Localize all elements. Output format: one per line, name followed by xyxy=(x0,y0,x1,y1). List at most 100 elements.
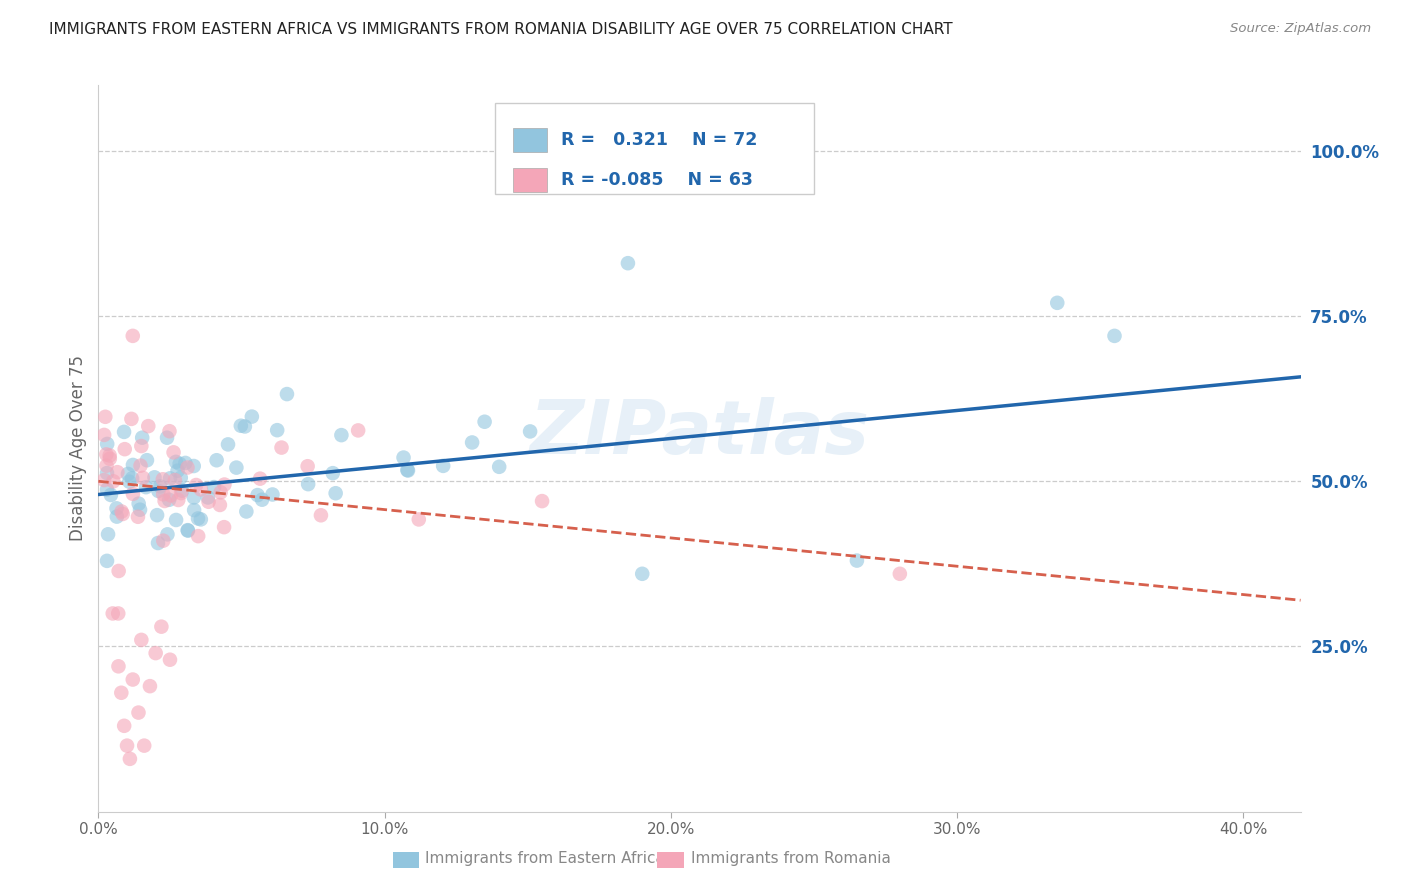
Point xyxy=(105,509,128,524)
Point xyxy=(118,475,141,489)
Point xyxy=(396,463,419,477)
Point xyxy=(162,445,184,459)
Point xyxy=(145,646,167,660)
Point xyxy=(111,507,134,521)
Point xyxy=(233,419,256,434)
Point xyxy=(97,527,120,541)
Y-axis label: Disability Age Over 75: Disability Age Over 75 xyxy=(69,355,87,541)
Point xyxy=(160,488,183,502)
Bar xyxy=(513,128,547,152)
Point xyxy=(330,428,353,442)
Point xyxy=(166,464,188,478)
Point xyxy=(149,479,172,493)
Point xyxy=(250,492,273,507)
Point xyxy=(461,435,484,450)
Point xyxy=(845,553,868,567)
Point xyxy=(115,739,138,753)
Point xyxy=(112,425,135,439)
Point xyxy=(114,442,136,457)
Point xyxy=(110,686,132,700)
Point xyxy=(325,486,347,500)
Point xyxy=(170,471,193,485)
Point xyxy=(163,473,186,487)
Point xyxy=(110,504,132,518)
Point xyxy=(408,512,430,526)
Point xyxy=(167,493,190,508)
Point xyxy=(121,673,143,687)
Point xyxy=(246,488,269,502)
Point xyxy=(146,536,169,550)
Point xyxy=(120,412,142,426)
Point xyxy=(187,529,209,543)
Point xyxy=(159,653,181,667)
Point xyxy=(488,459,510,474)
Point xyxy=(152,533,174,548)
Point xyxy=(101,607,124,621)
Text: ZIPatlas: ZIPatlas xyxy=(530,397,869,470)
Point xyxy=(157,492,180,507)
Point xyxy=(183,458,205,473)
Point xyxy=(143,470,166,484)
Point xyxy=(107,564,129,578)
Point xyxy=(98,449,121,463)
Point xyxy=(202,480,225,494)
Point xyxy=(214,477,236,491)
Point xyxy=(197,495,219,509)
Point xyxy=(322,466,344,480)
Point xyxy=(148,483,170,498)
Point xyxy=(235,504,257,518)
Point xyxy=(96,458,118,473)
Point xyxy=(156,431,179,445)
Point xyxy=(197,491,219,505)
Point xyxy=(209,485,232,500)
Point xyxy=(118,752,141,766)
Point xyxy=(270,441,292,455)
Point xyxy=(156,527,179,541)
Point xyxy=(229,418,252,433)
Point xyxy=(152,472,174,486)
Point xyxy=(93,428,115,442)
Point xyxy=(100,488,122,502)
Point xyxy=(136,453,159,467)
Point xyxy=(297,459,319,474)
Point xyxy=(212,520,235,534)
Text: R =   0.321    N = 72: R = 0.321 N = 72 xyxy=(561,131,758,149)
Point xyxy=(129,458,152,473)
Point xyxy=(153,494,176,508)
Point xyxy=(107,659,129,673)
Point xyxy=(165,513,187,527)
Point xyxy=(134,739,156,753)
Point xyxy=(631,566,654,581)
Point xyxy=(432,458,454,473)
Point xyxy=(225,460,247,475)
Point xyxy=(1046,296,1069,310)
Point xyxy=(276,387,298,401)
Point xyxy=(169,457,191,471)
Point xyxy=(186,478,208,492)
Point xyxy=(117,467,139,481)
Point xyxy=(392,450,415,465)
Point xyxy=(190,483,212,497)
Text: IMMIGRANTS FROM EASTERN AFRICA VS IMMIGRANTS FROM ROMANIA DISABILITY AGE OVER 75: IMMIGRANTS FROM EASTERN AFRICA VS IMMIGR… xyxy=(49,22,953,37)
Point xyxy=(136,419,159,434)
Point xyxy=(205,453,228,467)
Point xyxy=(129,502,152,516)
Point xyxy=(127,509,149,524)
Point xyxy=(474,415,496,429)
Point xyxy=(208,498,231,512)
Point xyxy=(146,508,169,523)
Point xyxy=(165,455,187,469)
Point xyxy=(889,566,911,581)
Point xyxy=(297,477,319,491)
Point xyxy=(131,632,153,647)
Point xyxy=(98,451,121,466)
Point xyxy=(105,465,128,479)
Point xyxy=(96,447,118,461)
Point xyxy=(183,491,205,505)
Point xyxy=(262,487,284,501)
Point xyxy=(176,460,198,475)
Point xyxy=(159,424,181,438)
Point xyxy=(174,456,197,470)
Bar xyxy=(392,852,419,868)
Point xyxy=(190,512,212,526)
